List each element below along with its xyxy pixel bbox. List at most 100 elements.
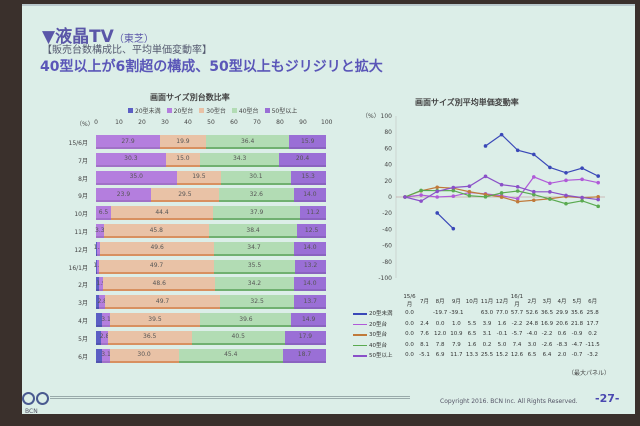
bar-segment: 39.6 bbox=[200, 313, 292, 327]
table-cell: -39.1 bbox=[449, 310, 464, 317]
y-tick-label: -20 bbox=[382, 210, 392, 217]
table-cell: 29.9 bbox=[555, 310, 569, 317]
category-label: 6月 bbox=[78, 353, 88, 361]
bar-segment: 37.9 bbox=[213, 206, 301, 221]
table-cell: 2.4 bbox=[420, 320, 429, 327]
bar-segment: 3.1 bbox=[101, 313, 111, 327]
x-tick-label: 4月 bbox=[557, 299, 567, 305]
y-unit: （%） bbox=[362, 113, 380, 120]
table-cell: -2.6 bbox=[541, 341, 553, 348]
series-label: 40型台 bbox=[352, 340, 402, 351]
table-cell: 25.8 bbox=[586, 310, 599, 317]
series-label: 30型台 bbox=[352, 329, 402, 340]
table-cell: 0.0 bbox=[435, 320, 445, 327]
x-tick-label: 2月 bbox=[527, 299, 537, 305]
y-tick-label: 0 bbox=[388, 194, 392, 201]
table-cell: -3.2 bbox=[587, 352, 598, 359]
series-label: 20型未満 bbox=[352, 308, 402, 319]
table-cell: 12.6 bbox=[510, 352, 524, 359]
table-row: 20型台 0.0 2.4 0.0 1.0 5.5 3.9 1.6 -2.2 24.8 16.9 20.… bbox=[352, 319, 601, 330]
series-name: 50型以上 bbox=[369, 353, 393, 360]
legend-marker bbox=[353, 334, 367, 336]
bar-segment: 14.0 bbox=[293, 188, 326, 203]
table-cell: 7.4 bbox=[512, 341, 522, 348]
category-label: 11月 bbox=[74, 229, 88, 236]
bar-segment: 30.1 bbox=[221, 170, 291, 185]
bar-segment: 2.8 bbox=[100, 330, 109, 345]
table-cell: -5.7 bbox=[511, 331, 523, 338]
table-cell: -2.2 bbox=[541, 331, 553, 338]
bar-segment: 13.2 bbox=[295, 259, 326, 274]
bar-segment: 14.9 bbox=[291, 313, 326, 327]
y-tick-label: -80 bbox=[382, 259, 392, 266]
legend-swatch bbox=[166, 108, 172, 113]
bar-segment: 49.7 bbox=[99, 259, 214, 274]
series-name: 20型未満 bbox=[369, 311, 393, 318]
bar-segment: 14.0 bbox=[293, 241, 326, 256]
x-tick-label: 7月 bbox=[420, 299, 429, 305]
table-cell: 52.6 bbox=[525, 310, 539, 317]
stacked-bar: 3.3 45.8 38.4 12.5 bbox=[95, 224, 326, 238]
bar-segment bbox=[96, 241, 97, 256]
table-cell: 35.6 bbox=[570, 310, 584, 317]
bar-legend: 20型未満 20型台 30型台 40型台 50型以上 bbox=[128, 106, 297, 115]
table-cell: -2.2 bbox=[511, 320, 523, 327]
legend-label: 20型台 bbox=[173, 108, 194, 115]
bar-segment: 13.7 bbox=[294, 295, 326, 310]
category-label: 9月 bbox=[78, 193, 88, 201]
table-cell: 12.0 bbox=[433, 331, 447, 338]
bar-segment: 29.5 bbox=[150, 188, 219, 203]
table-cell: 10.9 bbox=[450, 331, 463, 338]
table-cell: 5.0 bbox=[497, 341, 507, 348]
bar-segment bbox=[96, 313, 103, 327]
bar-segment: 27.9 bbox=[96, 135, 161, 149]
legend-item: 20型台 bbox=[166, 106, 194, 115]
bar-segment: 15.9 bbox=[289, 135, 326, 149]
table-row: 50型以上 0.0 -5.1 6.9 11.7 13.3 25.5 15.2 12.6 6.5 6.… bbox=[352, 350, 601, 361]
page-number: -27- bbox=[595, 392, 620, 405]
panel-note: （最大パネル） bbox=[568, 370, 611, 377]
table-cell: 57.7 bbox=[510, 310, 524, 317]
table-cell: 6.9 bbox=[435, 352, 445, 359]
x-tick-label: 16/1月 bbox=[510, 294, 524, 308]
table-cell: -0.1 bbox=[496, 331, 508, 338]
legend-label: 50型以上 bbox=[271, 108, 298, 115]
series-line bbox=[404, 175, 599, 202]
bar-segment bbox=[96, 330, 102, 345]
category-label: 15/6月 bbox=[68, 140, 88, 147]
x-tick-label: 0 bbox=[94, 119, 98, 126]
slide-subtitle: 【販売台数構成比、平均単価変動率】 bbox=[42, 45, 212, 56]
table-cell: 24.8 bbox=[525, 320, 539, 327]
bar-segment: 30.0 bbox=[109, 348, 179, 363]
bar-segment: 49.6 bbox=[100, 241, 215, 256]
y-tick-label: 80 bbox=[384, 129, 392, 136]
bar-unit: （%） bbox=[76, 121, 94, 128]
legend-item: 50型以上 bbox=[264, 106, 298, 115]
table-header: 15/6月 7月 8月 9月 10月 11月 12月 16/1月 2月 3月 4月 5月 6月 bbox=[352, 294, 601, 308]
table-cell: 7.9 bbox=[451, 341, 461, 348]
table-cell: 0.6 bbox=[557, 331, 567, 338]
table-cell: 15.2 bbox=[495, 352, 509, 359]
bar-segment: 45.4 bbox=[178, 348, 283, 363]
legend-label: 30型台 bbox=[206, 108, 226, 115]
stacked-bar: 6.5 44.4 37.9 11.2 bbox=[96, 206, 326, 221]
table-cell: 8.1 bbox=[420, 341, 429, 348]
table-cell: -19.7 bbox=[433, 310, 448, 317]
legend-marker bbox=[353, 355, 367, 357]
table-cell: 6.4 bbox=[542, 352, 552, 359]
bar-segment: 1.5 bbox=[94, 241, 103, 256]
stacked-bar: 35.0 19.5 30.1 15.3 bbox=[96, 170, 326, 185]
table-cell bbox=[417, 308, 432, 319]
x-tick-label: 15/6月 bbox=[403, 294, 416, 308]
table-row: 40型台 0.0 8.1 7.8 7.9 1.6 0.2 5.0 7.4 3.0 -2.6 -8.3-… bbox=[352, 340, 601, 351]
y-tick-label: 60 bbox=[384, 145, 392, 152]
bar-segment: 32.5 bbox=[219, 295, 295, 310]
table-cell bbox=[464, 308, 479, 319]
bar-segment: 19.5 bbox=[176, 170, 222, 185]
line-data-table: 15/6月 7月 8月 9月 10月 11月 12月 16/1月 2月 3月 4月 5月 6月 20型未満… bbox=[352, 294, 601, 361]
table-cell: 3.9 bbox=[482, 320, 492, 327]
x-tick-label: 6月 bbox=[588, 299, 598, 305]
table-cell: 25.5 bbox=[480, 352, 494, 359]
legend-marker bbox=[353, 313, 367, 315]
